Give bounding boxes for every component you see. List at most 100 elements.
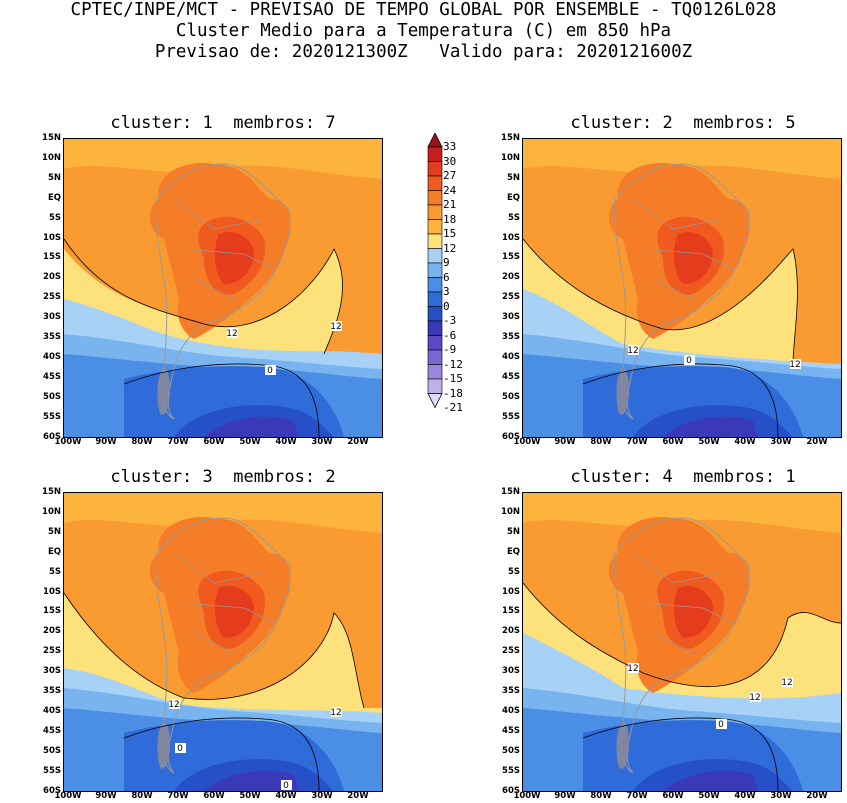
contour-label-box: [716, 719, 727, 729]
lon-tick-label: 30W: [311, 791, 333, 801]
colorbar-segment: [427, 335, 443, 351]
header-line-3: Previsao de: 2020121300Z Valido para: 20…: [154, 42, 693, 62]
colorbar-segment: [427, 175, 443, 191]
contour-label: 12: [168, 700, 179, 710]
contour-label-box: [684, 355, 695, 365]
contour-label-box: [331, 707, 342, 717]
contour-label: 12: [789, 360, 800, 370]
colorbar-top-arrow: [427, 133, 443, 148]
contour-label: 12: [749, 693, 760, 703]
lat-tick-label: 10N: [42, 152, 61, 163]
colorbar-tick-label: -18: [443, 386, 463, 400]
lat-tick-label: 15N: [42, 487, 61, 497]
lat-tick-label: 30S: [502, 666, 520, 677]
contour-label-box: [265, 365, 276, 375]
contour-label: 12: [330, 322, 341, 332]
lat-tick-label: 15S: [43, 606, 61, 617]
contour-label-box: [782, 677, 793, 687]
lon-tick-label: 30W: [311, 437, 333, 447]
lat-tick-label: 40S: [502, 351, 520, 362]
continent-hottest-core: [214, 585, 254, 638]
lat-tick-label: 5N: [506, 526, 520, 537]
colorbar-segment: [427, 219, 443, 235]
lon-tick-label: 60W: [662, 437, 684, 447]
contour-label: 0: [177, 744, 183, 754]
patagonia-terrain: [616, 721, 630, 769]
lat-tick-label: 20S: [43, 272, 61, 283]
patagonia-terrain: [157, 721, 171, 769]
lon-tick-label: 60W: [203, 437, 225, 447]
lat-tick-label: 25S: [43, 646, 61, 657]
lat-tick-label: 20S: [502, 272, 520, 283]
continent-hottest-core: [673, 231, 713, 284]
lat-tick-label: 20S: [502, 626, 520, 637]
lon-tick-label: 70W: [167, 791, 189, 801]
contour-label: 0: [283, 781, 289, 791]
lat-tick-label: 10S: [43, 232, 61, 243]
lon-tick-label: 100W: [54, 791, 82, 801]
top-band: [64, 493, 382, 533]
colorbar: [427, 133, 443, 409]
lon-tick-label: 70W: [167, 437, 189, 447]
lat-tick-label: 5N: [506, 172, 520, 183]
colorbar-tick-label: 6: [443, 270, 450, 284]
lon-tick-label: 80W: [590, 791, 612, 801]
lat-tick-label: 25S: [502, 292, 520, 303]
panel-title-3: cluster: 3 membros: 2: [110, 467, 336, 487]
lat-tick-label: 25S: [502, 646, 520, 657]
lat-tick-label: 50S: [502, 745, 520, 756]
colorbar-tick-label: -21: [443, 401, 463, 414]
coastline: [614, 517, 750, 774]
colorbar-tick-label: 30: [443, 154, 457, 168]
lat-tick-label: 35S: [43, 332, 61, 342]
colorbar-tick-label: 3: [443, 285, 450, 298]
contour-label-box: [169, 699, 180, 709]
colorbar-segment: [427, 204, 443, 220]
lat-tick-label: 25S: [43, 292, 61, 303]
lat-tick-label: 40S: [43, 351, 61, 362]
lon-tick-label: 80W: [131, 437, 153, 447]
lon-tick-label: 40W: [275, 791, 297, 801]
colorbar-tick-label: 12: [443, 241, 457, 255]
lat-tick-label: 20S: [43, 626, 61, 637]
lat-tick-label: 55S: [502, 411, 520, 422]
colorbar-segment: [427, 364, 443, 380]
colorbar-tick-label: 9: [443, 256, 450, 269]
lon-tick-label: 50W: [698, 437, 720, 447]
lat-tick-label: 60S: [502, 785, 520, 796]
colorbar-segment: [427, 378, 443, 394]
lat-tick-label: 60S: [502, 431, 520, 442]
contour-label: 12: [627, 664, 638, 674]
colorbar-segment: [427, 262, 443, 278]
lat-tick-label: 15S: [502, 252, 520, 263]
lat-tick-label: 5N: [47, 172, 61, 183]
header-line-2: Cluster Medio para a Temperatura (C) em …: [175, 21, 672, 41]
lat-tick-label: 10S: [502, 232, 520, 243]
contour-label-box: [175, 743, 186, 753]
lat-tick-label: 10N: [501, 506, 520, 517]
colorbar-tick-label: 15: [443, 227, 457, 240]
colorbar-tick-label: 27: [443, 169, 457, 182]
lat-tick-label: 10N: [42, 506, 61, 517]
lon-tick-label: 90W: [554, 791, 576, 801]
panel-title-1: cluster: 1 membros: 7: [110, 113, 336, 133]
lon-tick-label: 50W: [698, 791, 720, 801]
lat-tick-label: 35S: [502, 332, 520, 342]
contour-label-box: [331, 321, 342, 331]
lat-tick-label: 50S: [43, 745, 61, 756]
lat-tick-label: 35S: [502, 686, 520, 696]
continent-hottest-core: [214, 231, 254, 284]
lat-tick-label: EQ: [47, 546, 61, 557]
lon-tick-label: 90W: [95, 791, 117, 801]
lon-tick-label: 90W: [554, 437, 576, 447]
colorbar-segment: [427, 161, 443, 177]
colorbar-tick-label: 33: [443, 140, 457, 153]
coldest-region: [663, 770, 758, 791]
map-panel-2: 12 12 0: [522, 138, 842, 438]
lat-tick-label: 30S: [43, 666, 61, 677]
lat-tick-label: 60S: [43, 431, 61, 442]
lat-tick-label: 5S: [48, 212, 61, 223]
contour-0: [582, 363, 779, 437]
lon-tick-label: 40W: [734, 437, 756, 447]
coastline: [614, 163, 750, 420]
